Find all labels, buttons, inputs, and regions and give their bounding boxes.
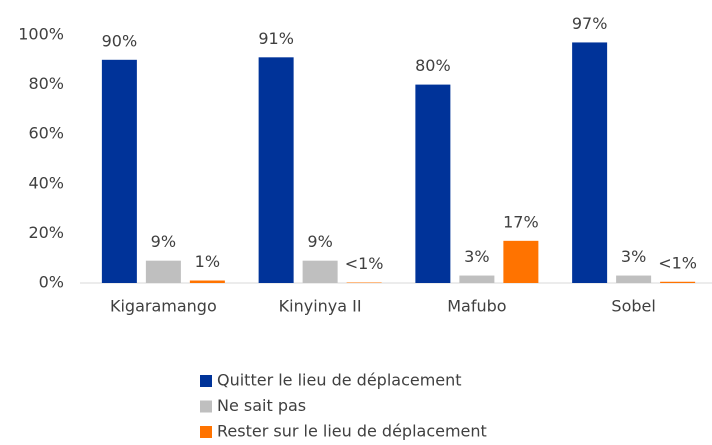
- legend-label: Rester sur le lieu de déplacement: [217, 422, 487, 441]
- data-label: 17%: [503, 212, 539, 231]
- y-tick-label: 60%: [28, 124, 64, 143]
- legend-label: Quitter le lieu de déplacement: [217, 371, 462, 390]
- y-tick-label: 100%: [18, 25, 64, 44]
- bar: [189, 280, 225, 283]
- bar: [572, 42, 608, 283]
- x-tick-label: Kigaramango: [110, 297, 217, 316]
- data-label: 9%: [151, 232, 176, 251]
- legend-swatch: [200, 375, 212, 387]
- bar: [258, 57, 294, 283]
- legend-swatch: [200, 400, 212, 413]
- bar: [459, 275, 495, 283]
- x-tick-label: Mafubo: [447, 297, 506, 316]
- x-tick-label: Sobel: [611, 297, 655, 316]
- y-tick-label: 80%: [28, 74, 64, 93]
- bar: [616, 275, 652, 283]
- bar: [101, 59, 137, 283]
- data-label: 91%: [258, 29, 294, 48]
- data-label: 97%: [572, 14, 608, 33]
- y-tick-label: 0%: [39, 273, 64, 292]
- data-label: <1%: [658, 253, 697, 272]
- bar: [503, 240, 539, 283]
- x-tick-label: Kinyinya II: [279, 297, 362, 316]
- data-label: 90%: [102, 31, 138, 50]
- data-label: 3%: [621, 247, 646, 266]
- data-label: 80%: [415, 56, 451, 75]
- legend-swatch: [200, 426, 212, 438]
- legend-label: Ne sait pas: [217, 396, 306, 415]
- data-label: <1%: [345, 254, 384, 273]
- y-tick-label: 40%: [28, 173, 64, 192]
- data-label: 3%: [464, 247, 489, 266]
- data-label: 1%: [195, 252, 220, 271]
- y-tick-label: 20%: [28, 223, 64, 242]
- bar: [415, 84, 451, 283]
- bar: [660, 281, 696, 283]
- bar: [302, 260, 338, 283]
- data-label: 9%: [307, 232, 332, 251]
- bar: [145, 260, 181, 283]
